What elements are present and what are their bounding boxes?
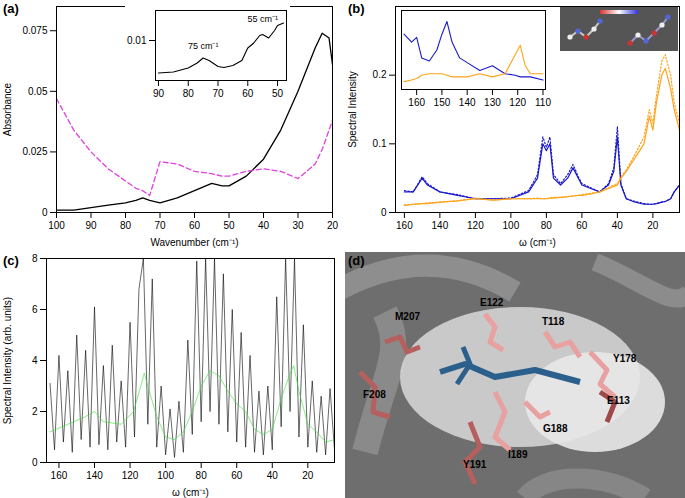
svg-text:80: 80 <box>196 470 208 481</box>
svg-text:40: 40 <box>612 220 624 231</box>
svg-text:Spectral Intensity (arb. units: Spectral Intensity (arb. units) <box>2 297 13 424</box>
svg-text:70: 70 <box>154 220 166 231</box>
svg-text:2: 2 <box>32 406 38 417</box>
svg-text:120: 120 <box>122 470 139 481</box>
svg-text:160: 160 <box>396 220 413 231</box>
svg-text:60: 60 <box>189 220 201 231</box>
html-text:(a): (a) <box>3 1 19 16</box>
svg-text:0.05: 0.05 <box>28 86 48 97</box>
svg-text:M207: M207 <box>395 311 420 322</box>
svg-text:ω (cm⁻¹): ω (cm⁻¹) <box>519 237 556 248</box>
svg-text:0: 0 <box>42 207 48 218</box>
svg-text:130: 130 <box>484 97 501 108</box>
svg-text:60: 60 <box>231 470 243 481</box>
svg-text:Y191: Y191 <box>463 459 487 470</box>
svg-text:100: 100 <box>157 470 174 481</box>
svg-text:55 cm⁻¹: 55 cm⁻¹ <box>247 14 278 24</box>
svg-text:120: 120 <box>509 97 526 108</box>
svg-text:140: 140 <box>459 97 476 108</box>
svg-text:E122: E122 <box>480 297 504 308</box>
svg-text:40: 40 <box>267 470 279 481</box>
svg-text:75 cm⁻¹: 75 cm⁻¹ <box>188 41 219 51</box>
svg-text:140: 140 <box>86 470 103 481</box>
svg-text:90: 90 <box>85 220 97 231</box>
svg-text:I189: I189 <box>508 449 528 460</box>
svg-text:100: 100 <box>503 220 520 231</box>
svg-text:80: 80 <box>183 88 195 99</box>
svg-text:E113: E113 <box>607 395 630 406</box>
svg-text:160: 160 <box>51 470 68 481</box>
svg-text:160: 160 <box>408 97 425 108</box>
svg-text:20: 20 <box>647 220 659 231</box>
svg-text:150: 150 <box>434 97 451 108</box>
html-text:(d): (d) <box>348 253 365 268</box>
svg-text:20: 20 <box>327 220 339 231</box>
svg-text:F208: F208 <box>363 389 386 400</box>
svg-text:20: 20 <box>302 470 314 481</box>
svg-text:6: 6 <box>32 304 38 315</box>
svg-text:140: 140 <box>432 220 449 231</box>
svg-text:90: 90 <box>153 88 165 99</box>
svg-text:0.2: 0.2 <box>373 69 387 80</box>
svg-text:50: 50 <box>223 220 235 231</box>
svg-text:0.075: 0.075 <box>22 25 47 36</box>
svg-text:80: 80 <box>120 220 132 231</box>
html-text:(c): (c) <box>3 253 19 268</box>
svg-text:120: 120 <box>467 220 484 231</box>
svg-text:0.025: 0.025 <box>22 146 47 157</box>
svg-text:60: 60 <box>576 220 588 231</box>
svg-text:110: 110 <box>535 97 551 108</box>
svg-text:Absorbance: Absorbance <box>2 82 13 136</box>
svg-text:30: 30 <box>292 220 304 231</box>
svg-text:Spectral Intensity: Spectral Intensity <box>347 71 358 148</box>
html-text:(b): (b) <box>348 1 365 16</box>
svg-text:8: 8 <box>32 253 38 264</box>
svg-text:Wavenumber (cm⁻¹): Wavenumber (cm⁻¹) <box>150 237 238 248</box>
svg-text:T118: T118 <box>542 316 565 327</box>
svg-text:80: 80 <box>541 220 553 231</box>
svg-text:40: 40 <box>258 220 270 231</box>
svg-text:0.1: 0.1 <box>373 138 387 149</box>
svg-text:70: 70 <box>212 88 224 99</box>
svg-text:Y178: Y178 <box>613 353 637 364</box>
svg-text:0: 0 <box>32 457 38 468</box>
svg-text:4: 4 <box>32 355 38 366</box>
svg-text:50: 50 <box>272 88 284 99</box>
svg-text:0: 0 <box>381 207 387 218</box>
svg-text:0.01: 0.01 <box>127 35 147 46</box>
svg-text:60: 60 <box>242 88 254 99</box>
svg-text:G188: G188 <box>543 423 568 434</box>
svg-text:ω (cm⁻¹): ω (cm⁻¹) <box>172 487 209 498</box>
svg-text:100: 100 <box>48 220 65 231</box>
